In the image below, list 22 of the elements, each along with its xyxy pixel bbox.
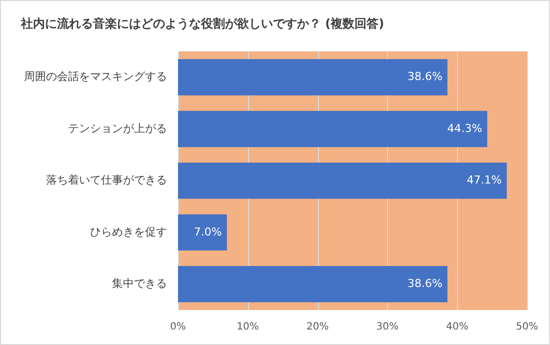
bar bbox=[178, 266, 448, 302]
x-tick-label: 20% bbox=[306, 322, 329, 333]
y-tick-label: 落ち着いて仕事ができる bbox=[46, 174, 167, 187]
data-label: 38.6% bbox=[407, 277, 442, 290]
y-tick-label: 周囲の会話をマスキングする bbox=[24, 70, 167, 84]
y-tick-label: 集中できる bbox=[112, 277, 167, 290]
bar bbox=[178, 59, 448, 96]
chart-title: 社内に流れる音楽にはどのような役割が欲しいですか？ (複数回答) bbox=[20, 16, 384, 30]
bar bbox=[178, 214, 227, 251]
data-label: 47.1% bbox=[466, 174, 502, 187]
x-tick-label: 0% bbox=[170, 322, 186, 333]
data-label: 44.3% bbox=[447, 122, 482, 135]
x-tick-label: 40% bbox=[446, 322, 468, 333]
x-tick-label: 30% bbox=[376, 322, 399, 333]
bar bbox=[178, 110, 488, 148]
x-tick-label: 50% bbox=[516, 322, 538, 333]
y-tick-label: ひらめきを促す bbox=[90, 225, 167, 238]
data-label: 38.6% bbox=[407, 70, 442, 84]
data-label: 7.0% bbox=[194, 225, 222, 238]
x-tick-label: 10% bbox=[236, 322, 259, 333]
bar bbox=[178, 162, 507, 199]
y-tick-label: テンションが上がる bbox=[68, 122, 167, 135]
